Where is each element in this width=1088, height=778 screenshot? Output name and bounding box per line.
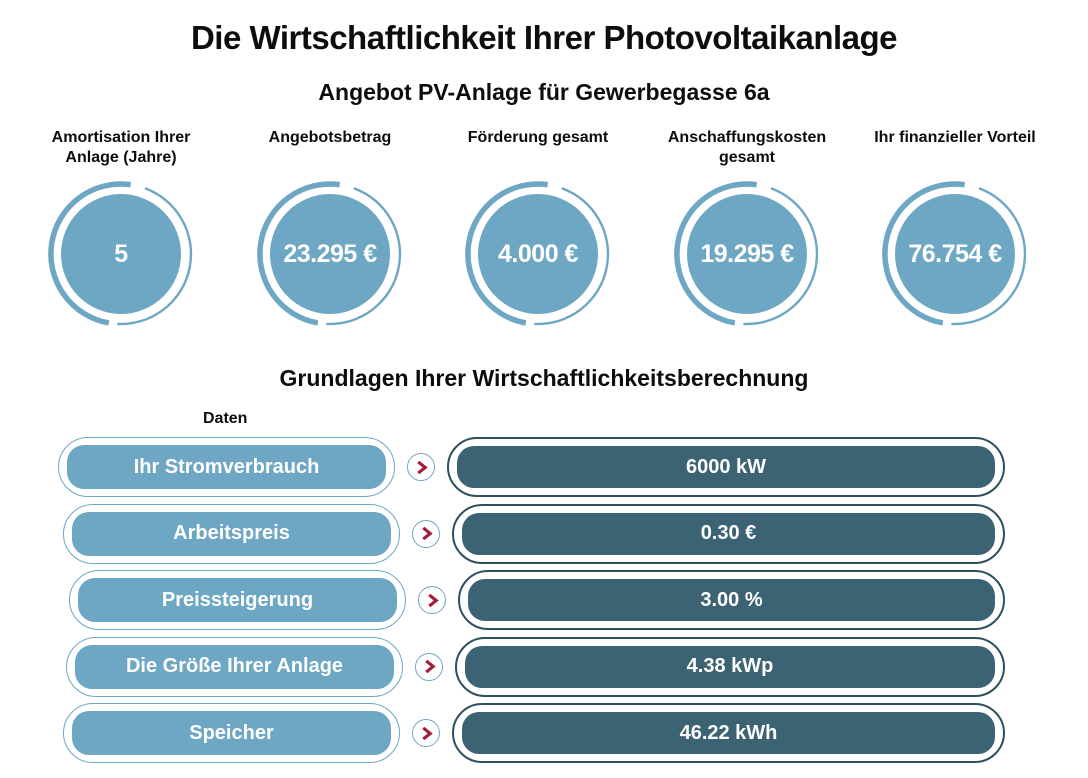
kpi-circle: 76.754 € (881, 180, 1029, 328)
chevron-right-icon (412, 519, 440, 548)
parameter-value: 6000 kW (457, 446, 995, 488)
kpi-value: 4.000 € (498, 239, 578, 268)
kpi-value: 19.295 € (700, 239, 794, 268)
kpi-value: 5 (114, 239, 128, 268)
parameter-label-pill: Arbeitspreis (63, 503, 400, 564)
ring-icon (257, 181, 402, 326)
parameter-list: Ihr Stromverbrauch 6000 kW Arbeitspreis … (58, 437, 1005, 770)
parameter-row-preissteigerung: Preissteigerung 3.00 % (69, 570, 1005, 630)
parameter-value-pill: 6000 kW (447, 437, 1005, 497)
parameter-row-stromverbrauch: Ihr Stromverbrauch 6000 kW (58, 437, 1005, 497)
page-title: Die Wirtschaftlichkeit Ihrer Photovoltai… (190, 19, 898, 56)
parameter-label: Speicher (72, 711, 391, 755)
arrow-cell (395, 437, 447, 497)
kpi-foerderung: Förderung gesamt 4.000 € (456, 128, 620, 328)
parameter-value-pill: 46.22 kWh (452, 703, 1005, 763)
ring-icon (674, 181, 819, 326)
daten-column-label: Daten (203, 410, 248, 427)
kpi-amortisation: Amortisation Ihrer Anlage (Jahre) 5 (39, 128, 203, 328)
parameter-label: Arbeitspreis (72, 511, 391, 556)
kpi-label: Amortisation Ihrer Anlage (Jahre) (51, 129, 191, 166)
ring-icon (465, 181, 610, 326)
ring-icon (48, 181, 193, 326)
arrow-cell (400, 703, 452, 763)
kpi-label: Anschaffungskosten gesamt (667, 129, 827, 166)
parameter-row-speicher: Speicher 46.22 kWh (63, 703, 1005, 763)
parameter-value-pill: 0.30 € (452, 503, 1005, 564)
parameter-value: 4.38 kWp (465, 645, 995, 688)
section-title: Grundlagen Ihrer Wirtschaftlichkeitsbere… (279, 365, 809, 391)
kpi-circle: 5 (47, 180, 195, 328)
parameter-label-pill: Preissteigerung (69, 570, 406, 630)
parameter-label: Die Größe Ihrer Anlage (75, 644, 394, 689)
parameter-label-pill: Speicher (63, 703, 400, 763)
kpi-value: 76.754 € (908, 239, 1002, 268)
kpi-value: 23.295 € (283, 239, 377, 268)
kpi-label: Ihr finanzieller Vorteil (874, 129, 1036, 146)
offer-subtitle: Angebot PV-Anlage für Gewerbegasse 6a (318, 79, 770, 105)
kpi-finanzieller-vorteil: Ihr finanzieller Vorteil 76.754 € (873, 128, 1037, 328)
parameter-value: 46.22 kWh (462, 712, 995, 754)
chevron-right-icon (412, 719, 440, 747)
arrow-cell (403, 637, 455, 697)
parameter-label: Ihr Stromverbrauch (67, 445, 386, 489)
parameter-label-pill: Die Größe Ihrer Anlage (66, 636, 403, 697)
parameter-row-arbeitspreis: Arbeitspreis 0.30 € (63, 503, 1005, 564)
parameter-value: 0.30 € (462, 512, 995, 555)
kpi-label: Angebotsbetrag (268, 129, 392, 146)
kpi-circle: 23.295 € (256, 180, 404, 328)
parameter-row-anlagengroesse: Die Größe Ihrer Anlage 4.38 kWp (66, 636, 1005, 697)
chevron-right-icon (418, 586, 446, 614)
chevron-right-icon (407, 453, 435, 481)
arrow-cell (406, 570, 458, 630)
arrow-cell (400, 504, 452, 564)
parameter-value-pill: 4.38 kWp (455, 636, 1005, 697)
parameter-label: Preissteigerung (78, 578, 397, 622)
kpi-label: Förderung gesamt (467, 129, 609, 146)
kpi-circle: 4.000 € (464, 180, 612, 328)
ring-icon (882, 181, 1027, 326)
kpi-anschaffungskosten: Anschaffungskosten gesamt 19.295 € (665, 128, 829, 328)
chevron-right-icon (415, 652, 443, 681)
kpi-angebotsbetrag: Angebotsbetrag 23.295 € (248, 128, 412, 328)
parameter-value: 3.00 % (468, 579, 995, 621)
kpi-circle: 19.295 € (673, 180, 821, 328)
parameter-label-pill: Ihr Stromverbrauch (58, 437, 395, 497)
parameter-value-pill: 3.00 % (458, 570, 1005, 630)
